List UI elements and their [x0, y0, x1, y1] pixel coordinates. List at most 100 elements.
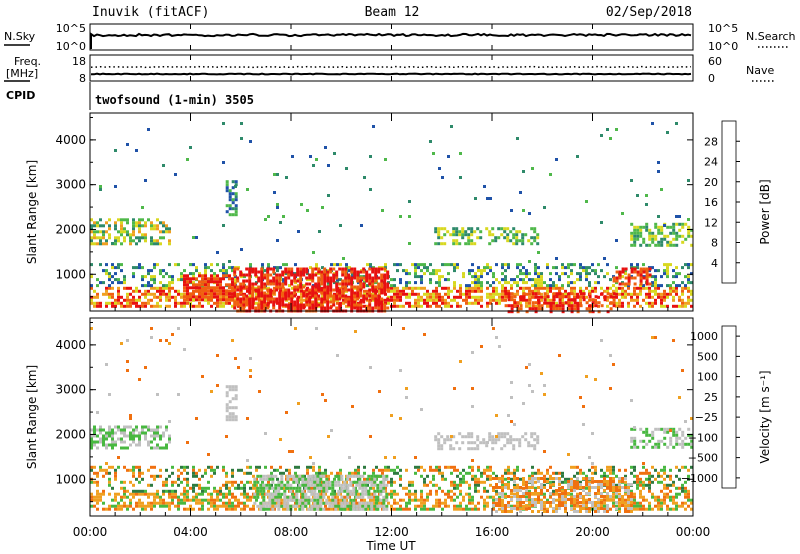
heatmap-cell: [313, 483, 317, 487]
heatmap-cell: [393, 480, 396, 484]
heatmap-cell: [615, 304, 618, 308]
nsearch-tick-bottom: 10^0: [708, 40, 738, 53]
heatmap-cell: [325, 480, 329, 484]
heatmap-cell: [300, 298, 303, 302]
heatmap-cell: [335, 288, 339, 292]
heatmap-cell: [253, 501, 257, 505]
heatmap-cell: [271, 495, 275, 499]
heatmap-cell: [423, 477, 426, 481]
heatmap-cell: [447, 155, 450, 158]
heatmap-cell: [594, 301, 598, 305]
heatmap-cell: [225, 480, 228, 484]
heatmap-cell: [507, 266, 510, 270]
heatmap-cell: [277, 483, 281, 487]
heatmap-cell: [495, 289, 498, 293]
heatmap-cell: [180, 301, 183, 305]
heatmap-cell: [262, 474, 266, 478]
heatmap-cell: [555, 158, 558, 161]
heatmap-cell: [301, 483, 305, 487]
heatmap-cell: [528, 498, 531, 502]
heatmap-cell: [309, 155, 312, 158]
heatmap-cell: [132, 266, 135, 270]
heatmap-cell: [441, 501, 444, 505]
heatmap-cell: [301, 495, 305, 499]
heatmap-cell: [669, 477, 672, 481]
heatmap-cell: [332, 276, 336, 280]
heatmap-cell: [627, 279, 631, 283]
heatmap-cell: [624, 474, 627, 478]
heatmap-cell: [687, 289, 690, 293]
heatmap-cell: [267, 263, 270, 267]
heatmap-cell: [555, 295, 559, 299]
heatmap-cell: [243, 501, 246, 505]
heatmap-cell: [321, 266, 324, 270]
heatmap-cell: [663, 292, 666, 296]
heatmap-cell: [537, 272, 540, 276]
heatmap-cell: [123, 504, 126, 508]
heatmap-cell: [156, 501, 159, 505]
heatmap-cell: [336, 501, 339, 505]
heatmap-cell: [546, 301, 549, 305]
heatmap-cell: [123, 227, 126, 231]
heatmap-cell: [531, 167, 534, 170]
heatmap-cell: [339, 278, 342, 282]
heatmap-cell: [441, 176, 444, 179]
heatmap-cell: [645, 267, 649, 271]
heatmap-cell: [486, 495, 489, 499]
heatmap-cell: [645, 270, 649, 274]
heatmap-cell: [159, 474, 162, 478]
heatmap-cell: [576, 295, 580, 299]
heatmap-cell: [231, 474, 234, 478]
heatmap-cell: [105, 468, 108, 472]
heatmap-cell: [278, 300, 282, 304]
heatmap-cell: [225, 204, 229, 208]
heatmap-cell: [120, 428, 123, 432]
heatmap-cell: [319, 474, 323, 478]
heatmap-cell: [198, 274, 201, 278]
heatmap-cell: [405, 301, 408, 305]
heatmap-cell: [645, 498, 648, 502]
heatmap-cell: [183, 465, 186, 469]
heatmap-cell: [281, 294, 285, 298]
heatmap-cell: [216, 492, 219, 496]
heatmap-cell: [361, 483, 365, 487]
heatmap-cell: [321, 471, 324, 475]
heatmap-cell: [519, 301, 522, 305]
heatmap-cell: [234, 278, 237, 282]
heatmap-cell: [111, 498, 114, 502]
heatmap-cell: [570, 281, 573, 285]
heatmap-cell: [216, 504, 219, 508]
heatmap-cell: [114, 504, 117, 508]
heatmap-cell: [426, 483, 429, 487]
heatmap-cell: [376, 486, 380, 490]
heatmap-cell: [630, 439, 634, 443]
heatmap-cell: [168, 295, 171, 299]
heatmap-cell: [368, 294, 372, 298]
heatmap-cell: [168, 434, 171, 438]
heatmap-cell: [327, 474, 330, 478]
heatmap-cell: [383, 276, 387, 280]
heatmap-cell: [524, 233, 528, 237]
heatmap-cell: [516, 284, 519, 288]
heatmap-cell: [313, 495, 317, 499]
heatmap-cell: [159, 425, 162, 429]
heatmap-cell: [453, 507, 456, 511]
heatmap-cell: [344, 273, 348, 277]
heatmap-cell: [408, 501, 411, 505]
heatmap-cell: [114, 443, 117, 447]
heatmap-cell: [276, 266, 279, 270]
heatmap-cell: [332, 300, 336, 304]
heatmap-cell: [624, 295, 627, 299]
heatmap-cell: [612, 501, 615, 505]
heatmap-cell: [162, 289, 165, 293]
heatmap-cell: [307, 480, 311, 484]
heatmap-cell: [171, 498, 174, 502]
heatmap-cell: [201, 501, 204, 505]
heatmap-cell: [186, 480, 189, 484]
heatmap-cell: [138, 289, 141, 293]
heatmap-cell: [570, 477, 573, 481]
heatmap-cell: [317, 303, 321, 307]
heatmap-cell: [225, 183, 229, 187]
heatmap-cell: [361, 489, 365, 493]
heatmap-cell: [474, 298, 477, 302]
